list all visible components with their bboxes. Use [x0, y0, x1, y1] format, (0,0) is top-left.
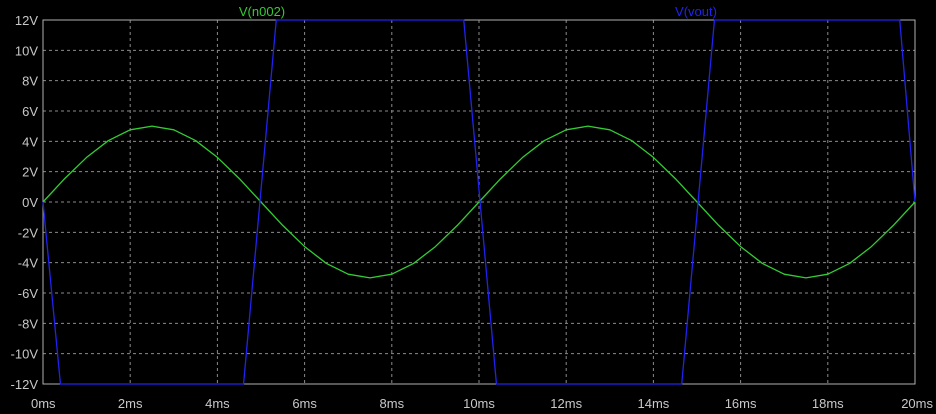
y-tick-label: -10V: [11, 347, 39, 362]
y-tick-label: -2V: [18, 225, 39, 240]
y-tick-label: -12V: [11, 377, 39, 392]
x-tick-label: 0ms: [31, 396, 56, 411]
y-tick-label: 2V: [22, 165, 38, 180]
y-tick-label: -6V: [18, 286, 39, 301]
legend-label-v-vout[interactable]: V(vout): [675, 4, 717, 19]
x-tick-label: 10ms: [463, 396, 495, 411]
y-tick-label: -4V: [18, 256, 39, 271]
series-line-v-n002: [42, 125, 916, 279]
x-axis-tick-labels: 0ms 2ms 4ms 6ms 8ms 10ms 12ms 14ms 16ms 18ms 20ms: [31, 396, 933, 411]
x-tick-label: 8ms: [380, 396, 405, 411]
x-tick-label: 2ms: [118, 396, 143, 411]
y-tick-label: 10V: [15, 43, 38, 58]
x-tick-label: 12ms: [550, 396, 582, 411]
y-tick-label: -8V: [18, 316, 39, 331]
x-tick-label: 16ms: [725, 396, 757, 411]
y-tick-label: 12V: [15, 13, 38, 28]
x-tick-label: 18ms: [812, 396, 844, 411]
y-tick-label: 8V: [22, 74, 38, 89]
y-tick-label: 6V: [22, 104, 38, 119]
x-tick-label: 14ms: [638, 396, 670, 411]
x-tick-label: 4ms: [205, 396, 230, 411]
y-axis-tick-labels: 12V 10V 8V 6V 4V 2V 0V -2V -4V -6V -8V -10V -12V: [11, 13, 39, 392]
legend: V(n002) V(vout): [239, 4, 717, 19]
grid: [43, 20, 915, 384]
y-tick-label: 4V: [22, 134, 38, 149]
y-tick-label: 0V: [22, 195, 38, 210]
series-layer: [42, 19, 916, 385]
legend-label-v-n002[interactable]: V(n002): [239, 4, 285, 19]
series-line-v-vout: [42, 19, 916, 385]
x-tick-label: 20ms: [901, 396, 933, 411]
x-tick-label: 6ms: [292, 396, 317, 411]
